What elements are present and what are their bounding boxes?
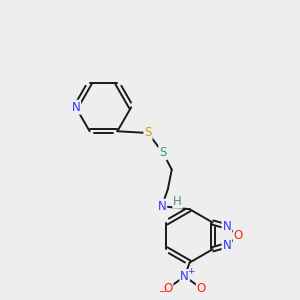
Text: O: O [163, 282, 172, 295]
Text: O: O [197, 282, 206, 295]
Text: H: H [173, 195, 182, 208]
Text: N: N [158, 200, 166, 213]
Text: N: N [180, 270, 189, 283]
Text: S: S [144, 127, 152, 140]
Text: O: O [234, 230, 243, 242]
Text: S: S [159, 146, 167, 159]
Text: N: N [71, 101, 80, 114]
Text: +: + [187, 267, 194, 276]
Text: −: − [159, 287, 167, 297]
Text: N: N [223, 239, 231, 252]
Text: N: N [223, 220, 231, 233]
